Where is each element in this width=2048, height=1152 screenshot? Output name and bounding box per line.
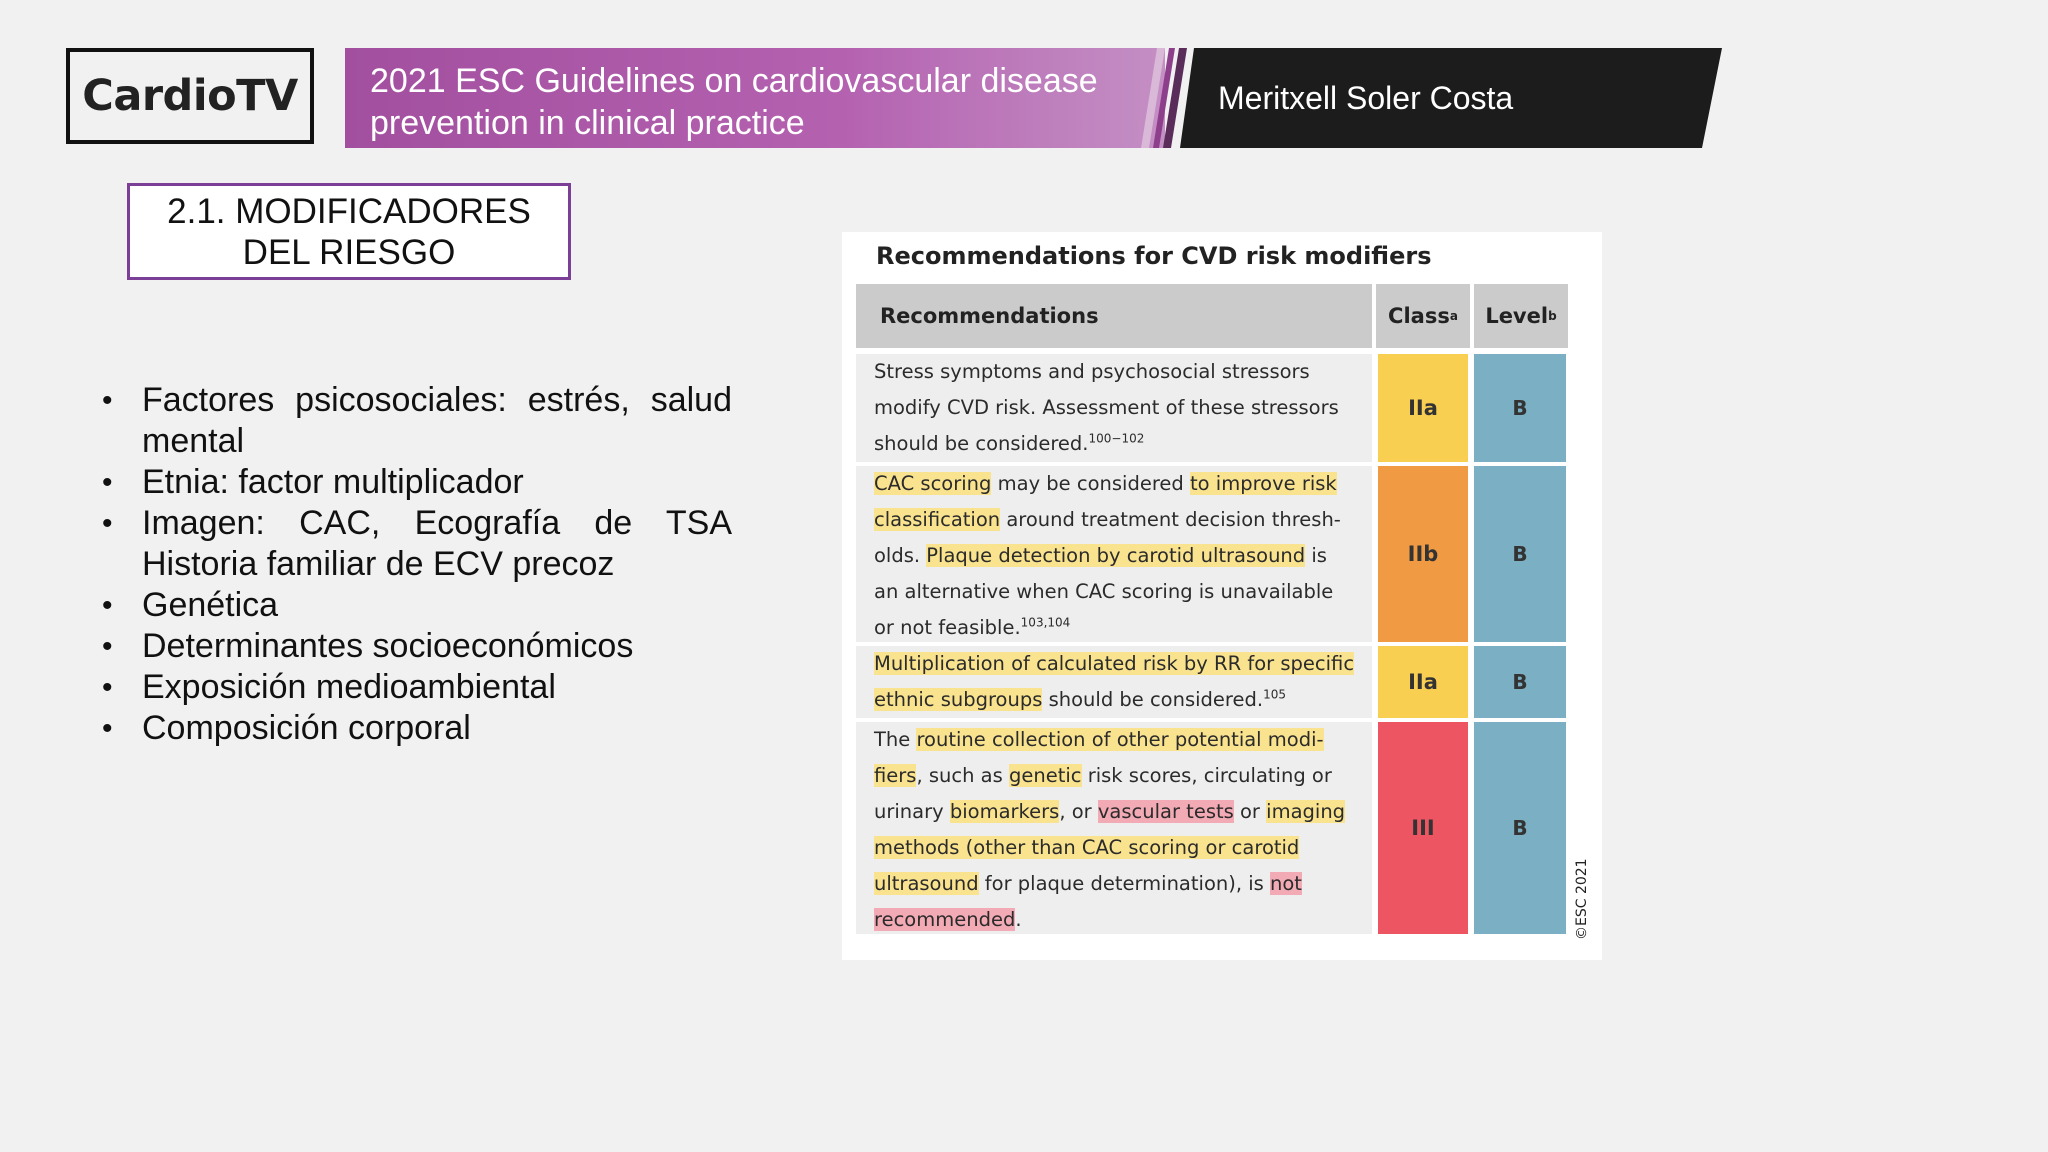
text-segment: , or bbox=[1059, 800, 1098, 823]
bullet-item: Factores psicosociales: estrés, salud me… bbox=[100, 380, 732, 462]
recommendation-line: Multiplication of calculated risk by RR … bbox=[874, 646, 1364, 682]
bullet-item: Exposición medioambiental bbox=[100, 667, 732, 708]
bullet-item: Genética bbox=[100, 585, 732, 626]
copyright-notice: ©ESC 2021 bbox=[1574, 858, 1590, 940]
recommendation-line: should be considered.100−102 bbox=[874, 426, 1364, 462]
class-cell: IIa bbox=[1378, 646, 1468, 718]
table-row bbox=[856, 354, 1372, 462]
text-segment: olds. bbox=[874, 544, 927, 567]
table-row bbox=[856, 722, 1372, 934]
recommendation-line: fiers, such as genetic risk scores, circ… bbox=[874, 758, 1364, 794]
highlighted-phrase: classification bbox=[874, 508, 1001, 531]
level-cell: B bbox=[1474, 646, 1566, 718]
highlighted-phrase: imaging bbox=[1266, 800, 1346, 823]
recommendation-line: ethnic subgroups should be considered.10… bbox=[874, 682, 1364, 718]
reference-superscript: 105 bbox=[1263, 687, 1286, 702]
header-level-label: Level bbox=[1485, 304, 1549, 328]
text-segment: Stress symptoms and psychosocial stresso… bbox=[874, 360, 1310, 383]
highlighted-phrase: CAC scoring bbox=[874, 472, 992, 495]
bullet-list: Factores psicosociales: estrés, salud me… bbox=[100, 380, 732, 749]
recommendation-line: olds. Plaque detection by carotid ultras… bbox=[874, 538, 1364, 574]
bullet-item: Etnia: factor multiplicador bbox=[100, 462, 732, 503]
title-divider-stripes bbox=[1141, 48, 1187, 148]
highlighted-phrase: ultrasound bbox=[874, 872, 979, 895]
recommendation-line: or not feasible.103,104 bbox=[874, 610, 1364, 646]
logo-text: CardioTV bbox=[82, 71, 298, 121]
highlighted-phrase: not bbox=[1270, 872, 1302, 895]
recommendation-line: The routine collection of other potentia… bbox=[874, 722, 1364, 758]
text-segment: or bbox=[1233, 800, 1267, 823]
text-segment: modify CVD risk. Assessment of these str… bbox=[874, 396, 1339, 419]
header-level-sup: b bbox=[1548, 309, 1557, 323]
recommendation-text: Stress symptoms and psychosocial stresso… bbox=[874, 354, 1364, 462]
text-segment: should be considered. bbox=[1042, 688, 1264, 711]
recommendation-line: CAC scoring may be considered to improve… bbox=[874, 466, 1364, 502]
class-cell: IIb bbox=[1378, 466, 1468, 642]
highlighted-phrase: Plaque detection by carotid ultrasound bbox=[926, 544, 1306, 567]
text-segment: around treatment decision thresh- bbox=[1000, 508, 1341, 531]
recommendation-line: urinary biomarkers, or vascular tests or… bbox=[874, 794, 1364, 830]
header-class-label: Class bbox=[1388, 304, 1450, 328]
text-segment: may be considered bbox=[991, 472, 1191, 495]
recommendation-text: The routine collection of other potentia… bbox=[874, 722, 1364, 938]
text-segment: The bbox=[874, 728, 917, 751]
table-title: Recommendations for CVD risk modifiers bbox=[876, 242, 1432, 270]
recommendation-line: Stress symptoms and psychosocial stresso… bbox=[874, 354, 1364, 390]
recommendation-line: ultrasound for plaque determination), is… bbox=[874, 866, 1364, 902]
presenter-band bbox=[1180, 48, 1722, 148]
recommendation-line: classification around treatment decision… bbox=[874, 502, 1364, 538]
title-line-1: 2021 ESC Guidelines on cardiovascular di… bbox=[370, 62, 1098, 100]
header-level: Level b bbox=[1474, 284, 1568, 348]
highlighted-phrase: recommended bbox=[874, 908, 1016, 931]
text-segment: or not feasible. bbox=[874, 616, 1021, 639]
text-segment: should be considered. bbox=[874, 432, 1089, 455]
section-heading: 2.1. MODIFICADORES DEL RIESGO bbox=[127, 183, 571, 280]
text-segment: , such as bbox=[916, 764, 1009, 787]
title-line-2: prevention in clinical practice bbox=[370, 104, 805, 142]
level-cell: B bbox=[1474, 354, 1566, 462]
highlighted-phrase: ethnic subgroups bbox=[874, 688, 1043, 711]
text-segment: . bbox=[1015, 908, 1022, 931]
text-segment: risk scores, circulating or bbox=[1081, 764, 1332, 787]
recommendation-line: methods (other than CAC scoring or carot… bbox=[874, 830, 1364, 866]
header-class: Class a bbox=[1376, 284, 1470, 348]
recommendation-line: recommended. bbox=[874, 902, 1364, 938]
reference-superscript: 103,104 bbox=[1020, 615, 1071, 630]
highlighted-phrase: routine collection of other potential mo… bbox=[916, 728, 1324, 751]
bullet-item: Imagen: CAC, Ecografía de TSA Historia f… bbox=[100, 503, 732, 585]
header-recommendations-label: Recommendations bbox=[880, 304, 1099, 328]
class-cell: IIa bbox=[1378, 354, 1468, 462]
reference-superscript: 100−102 bbox=[1088, 431, 1145, 446]
section-heading-line-1: 2.1. MODIFICADORES bbox=[167, 191, 531, 231]
recommendation-text: CAC scoring may be considered to improve… bbox=[874, 466, 1364, 646]
bullet-item: Determinantes socioeconómicos bbox=[100, 626, 732, 667]
header-class-sup: a bbox=[1449, 309, 1458, 323]
section-heading-line-2: DEL RIESGO bbox=[242, 232, 456, 272]
highlighted-phrase: to improve risk bbox=[1190, 472, 1337, 495]
cardiotv-logo: CardioTV bbox=[66, 48, 314, 144]
bullet-item: Composición corporal bbox=[100, 708, 732, 749]
text-segment: an alternative when CAC scoring is unava… bbox=[874, 580, 1334, 603]
title-band bbox=[345, 48, 1165, 148]
header-recommendations: Recommendations bbox=[856, 284, 1372, 348]
recommendation-text: Multiplication of calculated risk by RR … bbox=[874, 646, 1364, 718]
class-cell: III bbox=[1378, 722, 1468, 934]
recommendations-table-figure: Recommendations for CVD risk modifiers R… bbox=[842, 232, 1602, 960]
text-segment: is bbox=[1305, 544, 1327, 567]
highlighted-phrase: fiers bbox=[874, 764, 917, 787]
recommendation-line: an alternative when CAC scoring is unava… bbox=[874, 574, 1364, 610]
highlighted-phrase: methods (other than CAC scoring or carot… bbox=[874, 836, 1300, 859]
text-segment: for plaque determination), is bbox=[978, 872, 1271, 895]
presentation-title: 2021 ESC Guidelines on cardiovascular di… bbox=[370, 60, 1150, 144]
highlighted-phrase: vascular tests bbox=[1097, 800, 1234, 823]
level-cell: B bbox=[1474, 722, 1566, 934]
highlighted-phrase: Multiplication of calculated risk by RR … bbox=[874, 652, 1355, 675]
presenter-name: Meritxell Soler Costa bbox=[1218, 80, 1514, 116]
level-cell: B bbox=[1474, 466, 1566, 642]
text-segment: urinary bbox=[874, 800, 950, 823]
highlighted-phrase: biomarkers bbox=[949, 800, 1060, 823]
recommendation-line: modify CVD risk. Assessment of these str… bbox=[874, 390, 1364, 426]
highlighted-phrase: genetic bbox=[1008, 764, 1082, 787]
